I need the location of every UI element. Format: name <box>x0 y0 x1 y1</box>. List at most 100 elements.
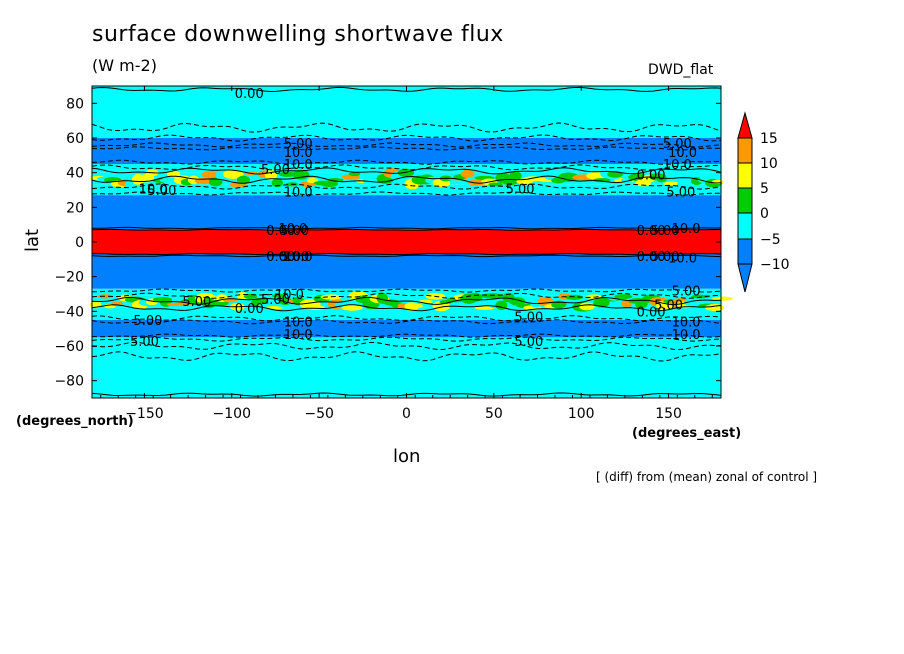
colorbar-swatch <box>737 212 753 240</box>
colorbar-swatch <box>737 238 753 265</box>
heatmap-band <box>92 320 721 338</box>
contour-line <box>92 146 721 151</box>
heatmap-cell <box>250 177 268 182</box>
contour-label: 5.00 <box>280 224 309 239</box>
chart-title: surface downwelling shortwave flux <box>92 22 504 47</box>
heatmap-band <box>92 184 721 196</box>
heatmap-band <box>92 229 721 255</box>
heatmap-cell <box>712 296 733 301</box>
x-units-label: (degrees_east) <box>632 426 742 441</box>
contour-label: 0.00 <box>235 87 264 102</box>
contour-label: 5.00 <box>663 137 692 152</box>
heatmap-cell <box>271 178 283 188</box>
y-tick-label: 40 <box>66 166 84 182</box>
contour-label: 5.00 <box>130 335 159 350</box>
contour-line <box>91 315 722 322</box>
contour-label: 5.00 <box>514 311 543 326</box>
contour-label: 5.00 <box>651 250 680 265</box>
contour-label: 10.0 <box>284 146 313 161</box>
contour-line <box>91 228 722 231</box>
contour-label: 0.00 <box>637 305 666 320</box>
contour-label: 5.00 <box>514 335 543 350</box>
contour-line <box>91 351 722 362</box>
contour-label: 10.0 <box>275 288 304 303</box>
heatmap-cell <box>271 293 286 298</box>
colorbar-swatch <box>737 162 753 189</box>
contour-label: 5.00 <box>651 224 680 239</box>
contour-label: 0.00 <box>266 250 295 265</box>
contour-label: 10.0 <box>284 158 313 173</box>
heatmap-band <box>92 337 721 398</box>
colorbar-label: 10 <box>760 156 778 172</box>
contour-label: 0.00 <box>637 224 666 239</box>
contour-line <box>91 254 722 258</box>
contour-label: 5.00 <box>666 186 695 201</box>
colorbar-label: −5 <box>760 232 781 248</box>
contour-label: 5.00 <box>280 250 309 265</box>
contour-label: 5.00 <box>261 163 290 178</box>
heatmap-cell <box>348 172 361 177</box>
heatmap-band <box>92 254 721 289</box>
heatmap-cell <box>614 294 633 300</box>
contour-line <box>92 226 722 230</box>
contour-label: 5.00 <box>147 184 176 199</box>
contour-label: 5.00 <box>284 137 313 152</box>
contour-label: 5.00 <box>261 293 290 308</box>
contour-line <box>91 191 722 196</box>
heatmap-cell <box>635 300 648 309</box>
contour-label: 5.00 <box>182 295 211 310</box>
heatmap-cell <box>509 170 522 181</box>
heatmap-cell <box>320 180 339 188</box>
heatmap-cell <box>201 171 218 179</box>
colorbar-swatch <box>737 137 753 164</box>
contour-label: 10.0 <box>139 182 168 197</box>
heatmap-cell <box>159 178 175 183</box>
contour-label: 10.0 <box>278 222 307 237</box>
contour-label: 5.00 <box>654 298 683 313</box>
contour-line <box>91 319 722 325</box>
heatmap-cell <box>222 169 244 179</box>
contour-line <box>91 304 722 312</box>
y-tick-label: −20 <box>54 270 84 286</box>
contour-line <box>91 167 722 175</box>
heatmap-band <box>92 86 721 138</box>
heatmap-cell <box>663 181 681 186</box>
colorbar-swatch <box>737 263 753 293</box>
contour-line <box>91 134 722 142</box>
contour-line <box>91 159 722 165</box>
y-tick-label: 80 <box>66 96 84 112</box>
x-tick-label: −50 <box>304 406 334 422</box>
x-tick-label: 0 <box>402 406 411 422</box>
contour-label: 5.00 <box>133 314 162 329</box>
x-tick-label: 150 <box>655 406 682 422</box>
x-axis-label: lon <box>393 446 421 467</box>
heatmap-cell <box>579 302 595 311</box>
contour-line <box>91 122 722 133</box>
contour-label: 10.0 <box>284 250 313 265</box>
heatmap-cell <box>306 305 326 310</box>
heatmap-cell <box>278 171 297 177</box>
colorbar-label: 0 <box>760 206 769 222</box>
contour-label: 10.0 <box>668 252 697 267</box>
y-tick-label: 20 <box>66 200 84 216</box>
colorbar-swatch <box>737 111 753 139</box>
contour-label: 10.0 <box>284 316 313 331</box>
heatmap-cell <box>236 175 251 185</box>
contour-label: 0.00 <box>266 224 295 239</box>
heatmap-cell <box>670 171 686 183</box>
colorbar-label: 15 <box>760 131 778 147</box>
colorbar-label: 5 <box>760 181 769 197</box>
heatmap-cell <box>411 303 424 309</box>
contour-line <box>91 86 722 93</box>
contour-label: 0.00 <box>637 250 666 265</box>
x-tick-label: 50 <box>485 406 503 422</box>
contour-label: 10.0 <box>284 186 313 201</box>
contour-line <box>91 175 722 184</box>
contour-label: 10.0 <box>284 328 313 343</box>
contour-line <box>91 341 721 351</box>
y-units-label: (degrees_north) <box>16 414 134 429</box>
heatmap-cell <box>656 175 668 183</box>
contour-label: 0.00 <box>637 168 666 183</box>
y-tick-label: −60 <box>54 339 84 355</box>
contour-label: 5.00 <box>506 182 535 197</box>
